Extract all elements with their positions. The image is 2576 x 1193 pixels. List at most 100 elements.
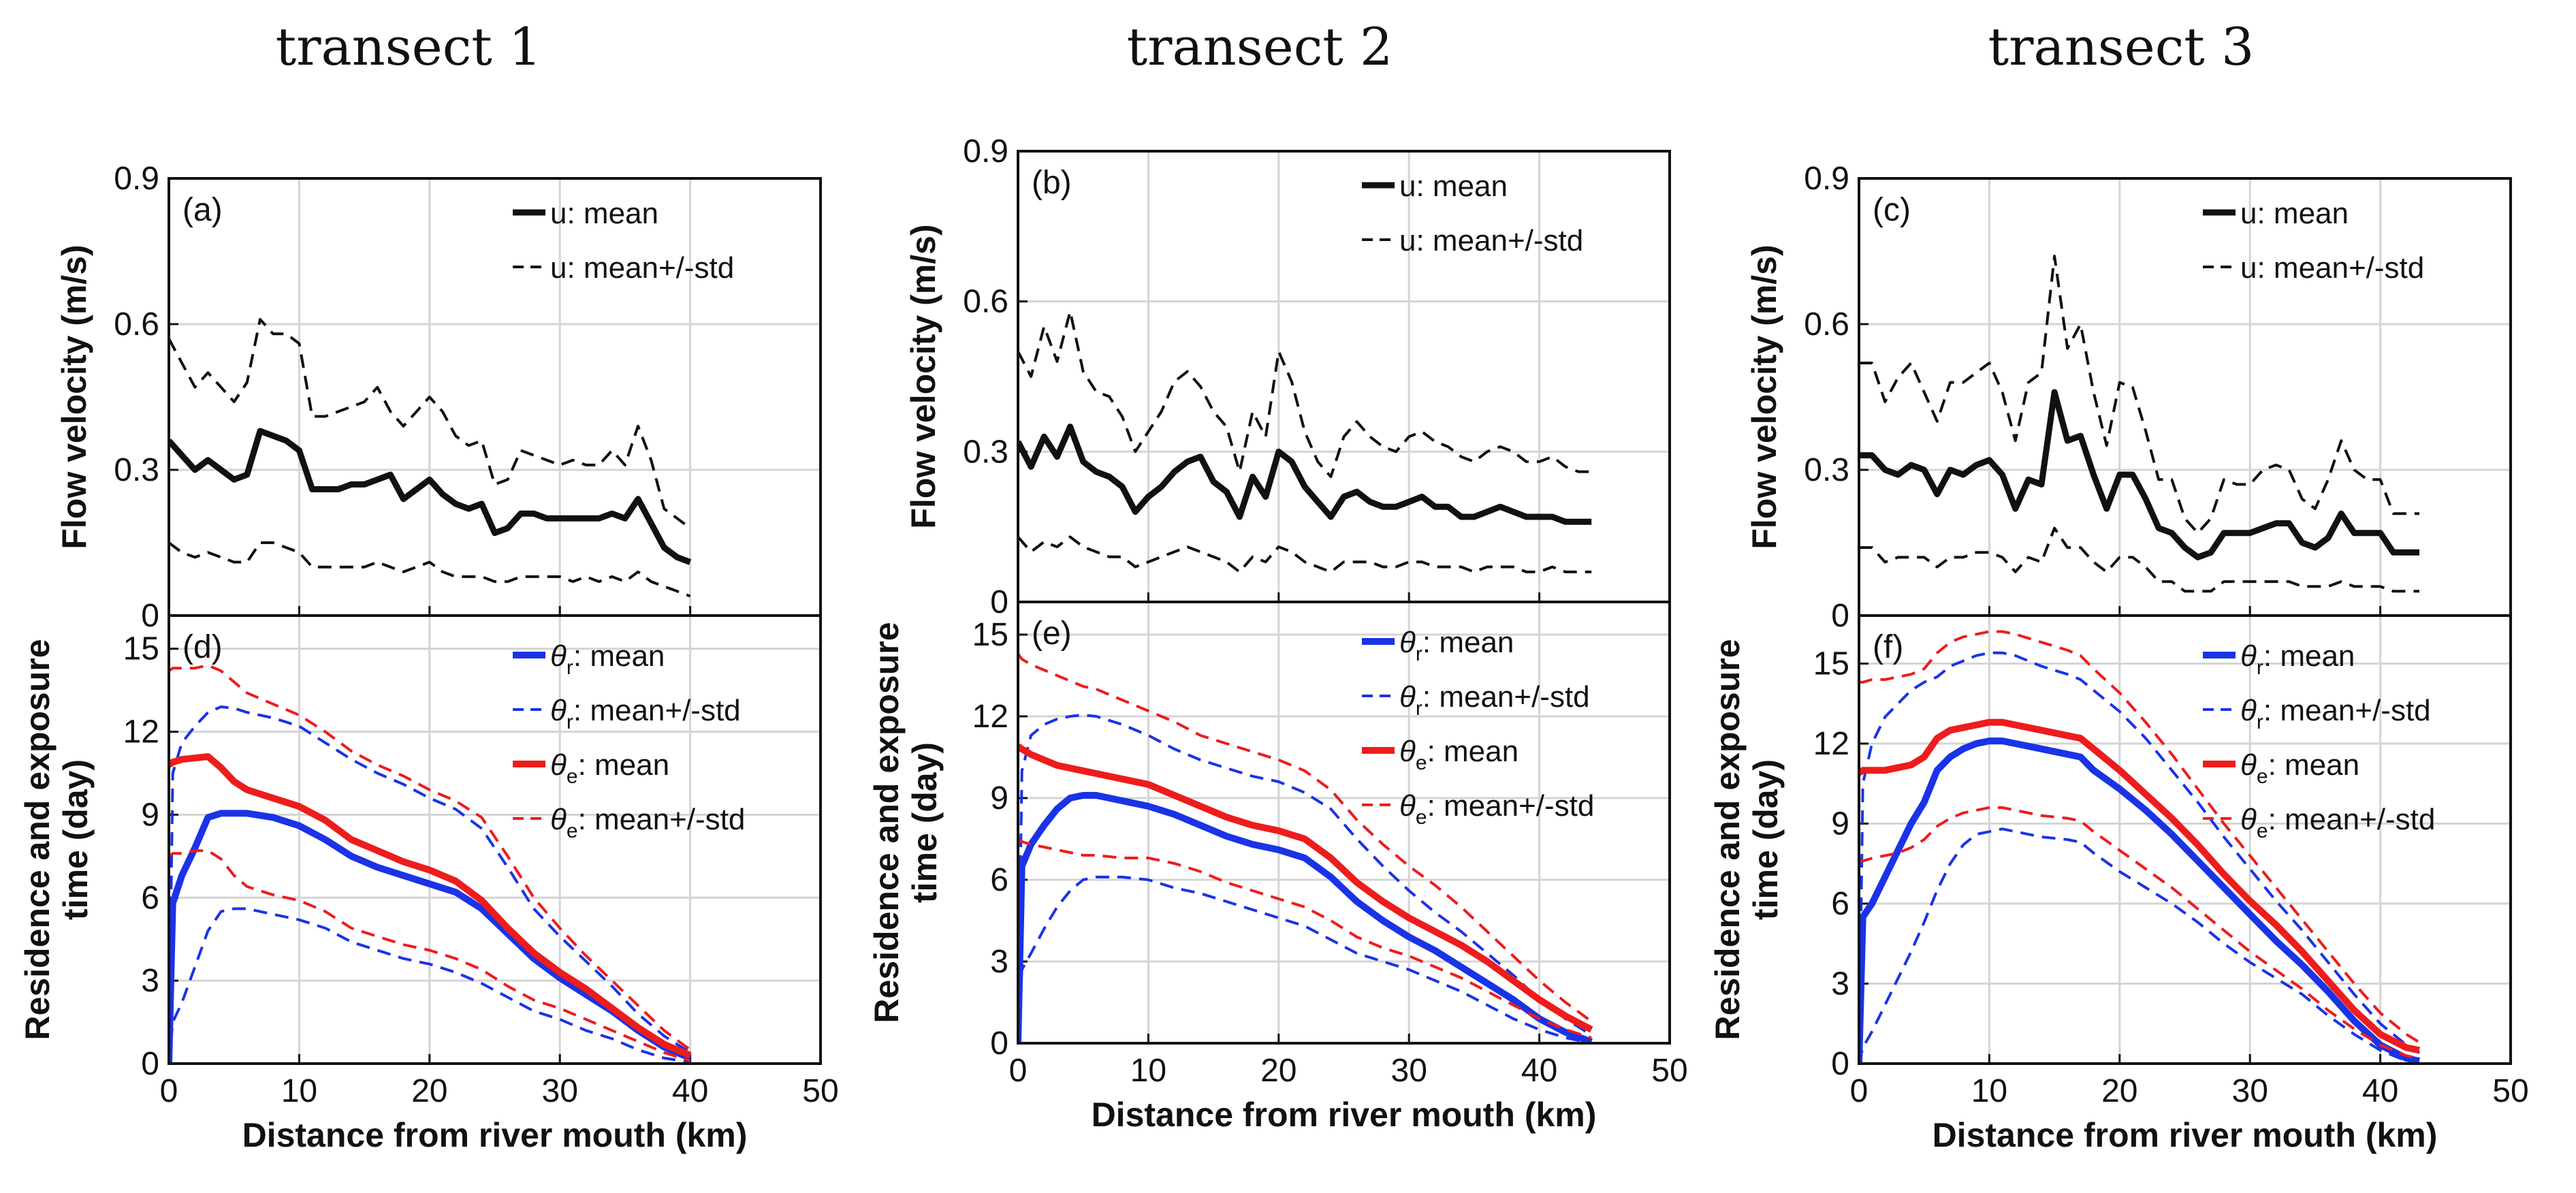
x-tick-label: 50 bbox=[1651, 1053, 1687, 1089]
x-tick-label: 50 bbox=[2492, 1073, 2528, 1109]
legend-label-r_mean-subscript: r bbox=[2257, 656, 2263, 679]
y-axis-label: Residence and exposuretime (day) bbox=[1708, 639, 1785, 1040]
chart-column-1: transect 1 0 0.3 0.6 0.9 (a) u: mean u: mean+/-… bbox=[18, 16, 839, 1154]
legend-label-e_std-subscript: e bbox=[2257, 820, 2268, 842]
legend-label-e_mean-text: : mean bbox=[578, 748, 670, 782]
legend-label-r_std-subscript: r bbox=[1416, 697, 1422, 720]
legend-label-r_mean: θr: mean bbox=[2240, 639, 2355, 679]
legend-label-r_mean: θr: mean bbox=[550, 639, 665, 679]
series-line--r-mean-std bbox=[1018, 714, 1593, 1043]
panel-label: (f) bbox=[1873, 629, 1903, 665]
y-tick-label: 0.3 bbox=[963, 434, 1008, 470]
y-axis-label: Residence and exposuretime (day) bbox=[18, 639, 95, 1040]
legend-label-r_std-text: : mean+/-std bbox=[1422, 680, 1590, 714]
y-tick-label: 6 bbox=[990, 862, 1008, 898]
series-line--e-mean-std bbox=[169, 664, 691, 1051]
panel-label: (a) bbox=[182, 192, 223, 228]
x-tick-label: 10 bbox=[1130, 1053, 1166, 1089]
series-group bbox=[1018, 310, 1592, 573]
legend-label-r_mean-text: : mean bbox=[2263, 639, 2355, 673]
series-line-u-mean-std bbox=[1859, 526, 2419, 593]
y-tick-label: 12 bbox=[123, 714, 159, 750]
x-tick-label: 20 bbox=[411, 1073, 447, 1109]
legend-label-r_std-subscript: r bbox=[567, 711, 573, 733]
y-tick-label: 0 bbox=[990, 1025, 1008, 1062]
chart-column-2: transect 2 0 0.3 0.6 0.9 (b) u: mean u: mean+/-… bbox=[868, 16, 1688, 1134]
legend-label-std: u: mean+/-std bbox=[2240, 251, 2424, 285]
y-axis-label-line2: time (day) bbox=[1747, 759, 1785, 920]
series-line--e-mean-std bbox=[169, 849, 691, 1062]
y-tick-label: 0.9 bbox=[114, 161, 159, 197]
legend-label-r_std-symbol: θ bbox=[1399, 680, 1416, 714]
series-line--e-mean-std bbox=[1859, 630, 2421, 1044]
y-tick-label: 9 bbox=[1831, 806, 1849, 842]
x-tick-label: 40 bbox=[2362, 1073, 2398, 1109]
legend-label-mean: u: mean bbox=[2240, 197, 2349, 230]
x-tick-label: 30 bbox=[1391, 1053, 1427, 1089]
panel-label: (c) bbox=[1873, 192, 1911, 228]
legend-label-r_std: θr: mean+/-std bbox=[2240, 694, 2431, 733]
y-tick-label: 12 bbox=[972, 699, 1008, 735]
series-line--e-mean bbox=[1859, 718, 2421, 1054]
y-axis-label: Residence and exposuretime (day) bbox=[868, 622, 944, 1023]
series-line--r-mean-std bbox=[169, 705, 691, 1064]
series-group bbox=[169, 664, 692, 1064]
y-axis-label-line1: Residence and exposure bbox=[1708, 639, 1747, 1040]
y-axis-label: Flow velocity (m/s) bbox=[904, 224, 942, 528]
legend-label-e_std: θe: mean+/-std bbox=[1399, 789, 1594, 829]
legend-label-e_std-subscript: e bbox=[1416, 806, 1427, 829]
legend-label-r_std-subscript: r bbox=[2257, 711, 2263, 733]
y-tick-label: 0.6 bbox=[114, 306, 159, 343]
y-tick-label: 15 bbox=[123, 631, 159, 667]
y-tick-label: 0 bbox=[990, 584, 1008, 620]
y-tick-label: 0.6 bbox=[1804, 306, 1849, 343]
x-tick-label: 40 bbox=[672, 1073, 708, 1109]
x-tick-label: 50 bbox=[802, 1073, 838, 1109]
y-tick-label: 9 bbox=[141, 797, 159, 833]
series-line--r-mean-std bbox=[169, 907, 690, 1064]
series-line-u-mean bbox=[1859, 389, 2419, 560]
legend-label-e_std-subscript: e bbox=[567, 820, 578, 842]
panel-b: 0 0.3 0.6 0.9 (b) u: mean u: mean+/-std Flow ve… bbox=[904, 133, 1671, 620]
series-group bbox=[1859, 255, 2419, 593]
y-tick-label: 0 bbox=[141, 1046, 159, 1082]
series-line--r-mean bbox=[169, 810, 692, 1064]
series-line--r-mean bbox=[1859, 737, 2421, 1064]
series-line--r-mean-std bbox=[1018, 876, 1592, 1043]
y-tick-label: 6 bbox=[141, 880, 159, 916]
legend-label-e_mean-subscript: e bbox=[1416, 752, 1427, 774]
legend-label-e_std-text: : mean+/-std bbox=[1427, 789, 1595, 823]
legend-label-std: u: mean+/-std bbox=[550, 251, 734, 285]
legend-label-r_mean: θr: mean bbox=[1399, 626, 1514, 665]
series-line-u-mean-std bbox=[1018, 535, 1592, 573]
series-line--e-mean-std bbox=[1859, 806, 2420, 1060]
column-title: transect 2 bbox=[1127, 16, 1393, 77]
y-axis-label: Flow velocity (m/s) bbox=[1745, 244, 1783, 549]
y-axis-label: Flow velocity (m/s) bbox=[55, 244, 93, 549]
legend-label-r_mean-symbol: θ bbox=[2240, 639, 2257, 673]
legend-label-mean: u: mean bbox=[1399, 170, 1508, 203]
legend-label-e_mean-symbol: θ bbox=[2240, 748, 2257, 782]
y-axis-label-line1: Residence and exposure bbox=[18, 639, 57, 1040]
y-tick-label: 12 bbox=[1813, 726, 1849, 762]
legend-label-mean: u: mean bbox=[550, 197, 658, 230]
series-line-u-mean-std bbox=[169, 541, 691, 598]
series-group bbox=[1859, 630, 2421, 1064]
y-tick-label: 0.3 bbox=[1804, 452, 1849, 488]
panel-label: (d) bbox=[182, 629, 223, 665]
legend-label-e_std-symbol: θ bbox=[550, 803, 567, 836]
legend-label-r_std: θr: mean+/-std bbox=[550, 694, 741, 733]
legend-label-r_std-text: : mean+/-std bbox=[2263, 694, 2431, 727]
legend-label-std: u: mean+/-std bbox=[1399, 224, 1583, 257]
x-tick-label: 10 bbox=[1971, 1073, 2007, 1109]
legend-label-e_std-symbol: θ bbox=[2240, 803, 2257, 836]
panel-label: (e) bbox=[1032, 616, 1072, 652]
legend-label-e_mean-text: : mean bbox=[1427, 735, 1519, 768]
y-tick-label: 6 bbox=[1831, 886, 1849, 922]
x-axis-label: Distance from river mouth (km) bbox=[1092, 1096, 1597, 1134]
legend-label-r_mean-text: : mean bbox=[573, 639, 665, 673]
y-tick-label: 0.6 bbox=[963, 284, 1008, 320]
legend-label-e_std: θe: mean+/-std bbox=[550, 803, 745, 842]
x-axis-label: Distance from river mouth (km) bbox=[1933, 1116, 2438, 1154]
